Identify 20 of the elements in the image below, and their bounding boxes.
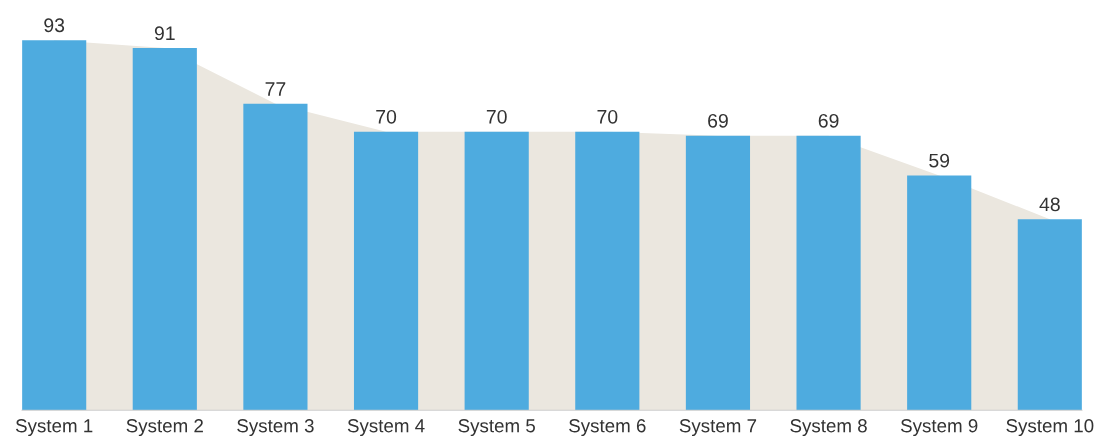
data-label: 70 xyxy=(376,109,397,124)
x-tick-label: System 10 xyxy=(1006,419,1094,437)
data-label: 93 xyxy=(44,18,65,33)
data-label: 77 xyxy=(265,82,286,96)
data-label: 70 xyxy=(486,109,507,124)
data-label: 70 xyxy=(597,109,618,124)
data-label: 69 xyxy=(818,113,839,128)
x-tick-label: System 9 xyxy=(900,419,978,437)
data-label: 59 xyxy=(929,153,950,168)
data-label: 69 xyxy=(708,113,728,128)
x-tick-label: System 8 xyxy=(790,419,867,437)
x-tick-label: System 5 xyxy=(458,419,535,437)
data-label: 48 xyxy=(1039,197,1060,212)
x-tick-label: System 1 xyxy=(15,419,93,437)
x-tick-label: System 4 xyxy=(347,419,425,437)
x-tick-label: System 2 xyxy=(126,419,203,437)
data-label: 91 xyxy=(154,26,175,41)
x-tick-label: System 7 xyxy=(679,419,757,437)
x-tick-label: System 6 xyxy=(569,419,646,437)
x-tick-label: System 3 xyxy=(237,419,314,437)
